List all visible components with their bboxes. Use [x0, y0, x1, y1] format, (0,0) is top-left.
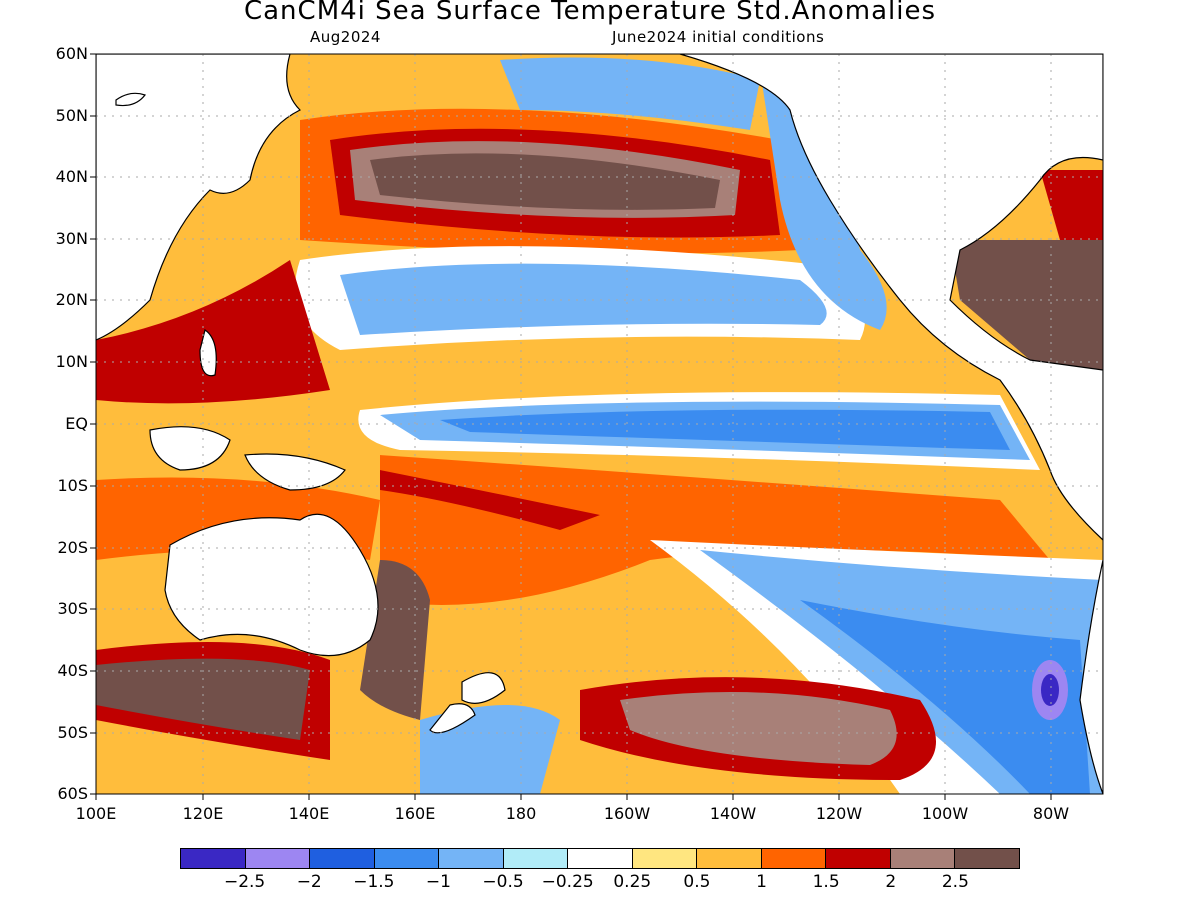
colorbar-label: 1.5 — [812, 872, 840, 892]
lat-label-eq: EQ — [65, 414, 88, 433]
colorbar-label: −0.25 — [541, 872, 594, 892]
colorbar-label: 2.5 — [941, 872, 969, 892]
lat-label-50n: 50N — [55, 106, 88, 125]
colorbar-swatch — [955, 849, 1019, 868]
lon-label-140w: 140W — [709, 804, 757, 823]
valid-month-label: Aug2024 — [310, 28, 381, 46]
colorbar-swatch — [632, 849, 698, 868]
colorbar-label: −2 — [296, 872, 322, 892]
lat-label-10s: 10S — [57, 476, 88, 495]
colorbar-swatch — [568, 849, 633, 868]
lon-label-100e: 100E — [75, 804, 117, 823]
colorbar-swatch — [374, 849, 440, 868]
initial-conditions-label: June2024 initial conditions — [612, 28, 825, 46]
axis-ticks — [90, 53, 1052, 800]
colorbar-swatch — [245, 849, 311, 868]
lat-label-50s: 50S — [57, 723, 88, 742]
colorbar-label: 0.5 — [683, 872, 711, 892]
lat-label-40s: 40S — [57, 661, 88, 680]
colorbar-label: −0.5 — [482, 872, 524, 892]
lat-label-60n: 60N — [55, 44, 88, 63]
lon-label-180: 180 — [505, 804, 537, 823]
lon-label-140e: 140E — [288, 804, 330, 823]
colorbar-swatch — [826, 849, 891, 868]
lat-label-30s: 30S — [57, 599, 88, 618]
lon-label-80w: 80W — [1032, 804, 1070, 823]
colorbar-label: 1 — [756, 872, 767, 892]
lat-label-20n: 20N — [55, 290, 88, 309]
colorbar-swatch — [439, 849, 504, 868]
lon-label-120w: 120W — [815, 804, 863, 823]
lat-label-60s: 60S — [57, 784, 88, 803]
colorbar-swatch — [761, 849, 827, 868]
colorbar-swatch — [181, 849, 246, 868]
lon-label-100w: 100W — [921, 804, 969, 823]
lon-label-160e: 160E — [394, 804, 436, 823]
lat-label-20s: 20S — [57, 538, 88, 557]
colorbar-label: 0.25 — [613, 872, 652, 892]
lat-label-40n: 40N — [55, 167, 88, 186]
land-outlines — [96, 54, 1103, 794]
colorbar-swatch — [503, 849, 569, 868]
colorbar-label: 2 — [885, 872, 897, 892]
lon-label-120e: 120E — [182, 804, 224, 823]
colorbar-swatch — [310, 849, 375, 868]
colorbar-label: −1 — [425, 872, 451, 892]
lat-label-30n: 30N — [55, 229, 88, 248]
colorbar-swatch — [697, 849, 762, 868]
lat-label-10n: 10N — [55, 352, 88, 371]
colorbar — [180, 848, 1020, 869]
graticule — [96, 54, 1103, 794]
colorbar-swatch — [890, 849, 956, 868]
colorbar-label: −1.5 — [353, 872, 395, 892]
map-title: CanCM4i Sea Surface Temperature Std.Anom… — [243, 0, 937, 26]
lon-label-160w: 160W — [603, 804, 651, 823]
colorbar-label: −2.5 — [223, 872, 266, 892]
